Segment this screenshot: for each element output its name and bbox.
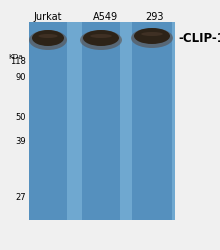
Text: 50: 50 <box>15 112 26 122</box>
Bar <box>82 22 120 220</box>
Ellipse shape <box>134 28 170 44</box>
Bar <box>132 22 172 220</box>
Text: A549: A549 <box>92 12 117 22</box>
Bar <box>30 22 175 220</box>
Text: -CLIP-170: -CLIP-170 <box>178 32 220 44</box>
Ellipse shape <box>90 34 112 38</box>
Text: Jurkat: Jurkat <box>34 12 62 22</box>
Ellipse shape <box>32 30 64 46</box>
Text: 90: 90 <box>15 72 26 82</box>
Text: 293: 293 <box>146 12 164 22</box>
Ellipse shape <box>83 30 119 46</box>
Text: 27: 27 <box>15 192 26 202</box>
Text: 118: 118 <box>10 58 26 66</box>
Ellipse shape <box>29 30 67 50</box>
Bar <box>29 22 67 220</box>
Ellipse shape <box>80 30 122 50</box>
Ellipse shape <box>131 28 173 48</box>
Ellipse shape <box>38 34 58 38</box>
Text: KDa: KDa <box>8 54 23 60</box>
Ellipse shape <box>141 32 163 36</box>
Text: 39: 39 <box>15 138 26 146</box>
